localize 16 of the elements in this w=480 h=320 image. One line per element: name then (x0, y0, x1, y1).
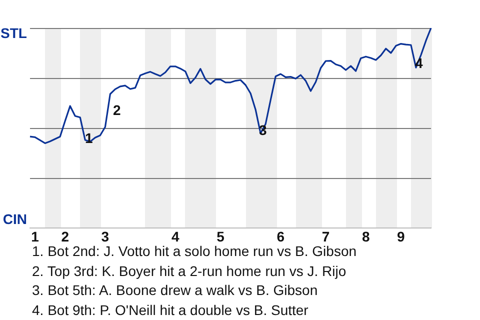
text: 3. Bot 5th: A. Boone drew a walk vs B. Gibson (32, 281, 319, 300)
x-tick-label: 3 (101, 228, 110, 244)
text: 1. Bot 2nd: J. Votto hit a solo home run vs B. Gibson (32, 242, 357, 261)
x-tick-label: 7 (322, 228, 330, 244)
annotation: 2 (113, 101, 121, 119)
text: 4. Bot 9th: P. O'Neill hit a double vs B. Sutter (32, 300, 310, 320)
text: STL (0, 24, 27, 42)
x-tick-label: 2 (61, 228, 70, 244)
x-tick-label: 5 (216, 228, 225, 244)
text: 2. Top 3rd: K. Boyer hit a 2-run home run vs J. Rijo (32, 262, 348, 281)
text: CIN (2, 210, 27, 228)
x-tick-label: 9 (397, 228, 406, 244)
x-tick-label: 1 (31, 228, 40, 244)
x-tick-label: 4 (171, 228, 180, 244)
x-tick-label: 6 (276, 228, 285, 244)
x-tick-label: 8 (362, 228, 370, 244)
